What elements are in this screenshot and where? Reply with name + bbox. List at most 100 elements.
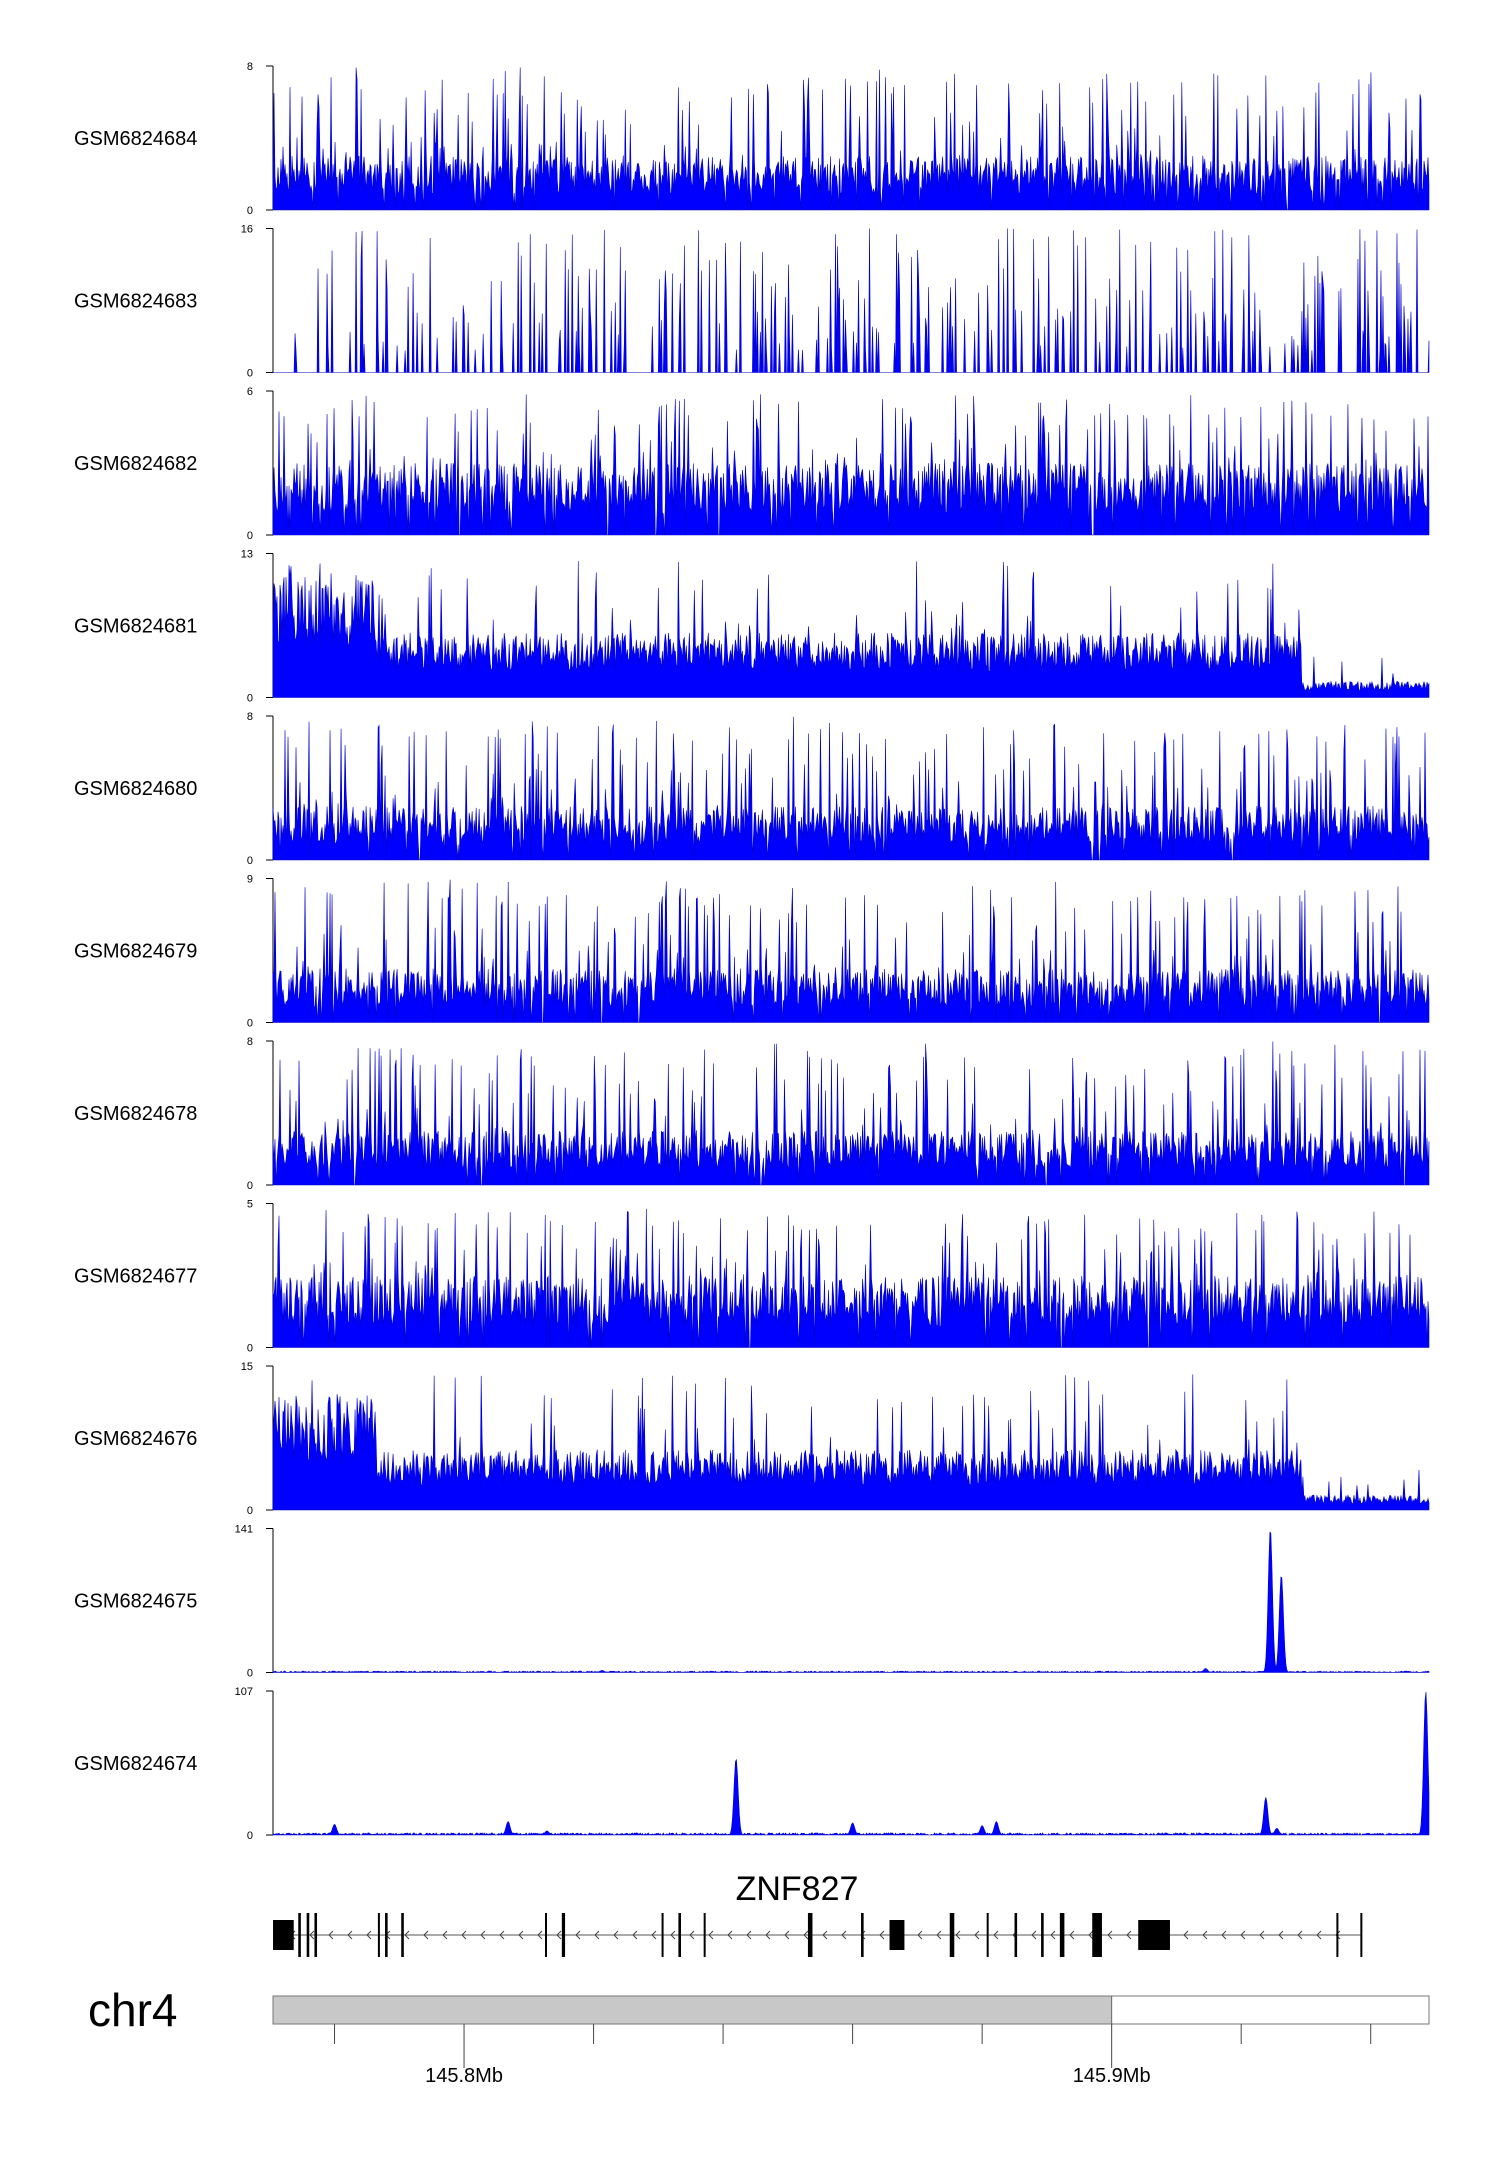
strand-arrow (632, 1930, 638, 1940)
strand-arrow (556, 1930, 562, 1940)
exon-3 (306, 1913, 310, 1957)
strand-arrow (1316, 1930, 1322, 1940)
exon-15 (889, 1920, 905, 1950)
track-GSM6824674: GSM6824674 107 0 (74, 1686, 1430, 1842)
exon-12 (703, 1913, 706, 1957)
signal-area (272, 561, 1430, 698)
exon-21 (1092, 1913, 1102, 1957)
track-GSM6824677: GSM6824677 5 0 (74, 1199, 1430, 1355)
strand-arrow (575, 1930, 581, 1940)
strand-arrow (537, 1930, 543, 1940)
strand-arrow (613, 1930, 619, 1940)
strand-arrow (1259, 1930, 1265, 1940)
track-GSM6824683: GSM6824683 16 0 (74, 224, 1430, 380)
strand-arrow (746, 1930, 752, 1940)
strand-arrow (442, 1930, 448, 1940)
y-tick-label: 0 (247, 368, 253, 380)
signal-area (273, 228, 1430, 373)
y-tick-label: 0 (247, 205, 253, 217)
y-tick-label: 107 (235, 1686, 253, 1698)
strand-arrow (689, 1930, 695, 1940)
x-tick-label: 145.8Mb (425, 2065, 503, 2087)
strand-arrow (366, 1930, 372, 1940)
strand-arrow (784, 1930, 790, 1940)
track-GSM6824678: GSM6824678 8 0 (74, 1036, 1430, 1192)
exon-14 (861, 1913, 864, 1957)
exon-7 (401, 1913, 404, 1957)
strand-arrow (727, 1930, 733, 1940)
exon-22 (1138, 1920, 1170, 1950)
track-label: GSM6824679 (74, 941, 197, 963)
track-label: GSM6824680 (74, 778, 197, 800)
strand-arrow (480, 1930, 486, 1940)
strand-arrow (1126, 1930, 1132, 1940)
y-tick-label: 0 (247, 855, 253, 867)
signal-area (272, 1531, 1430, 1673)
strand-arrow (1031, 1930, 1037, 1940)
strand-arrow (955, 1930, 961, 1940)
signal-area (272, 879, 1430, 1023)
exon-19 (1041, 1913, 1044, 1957)
strand-arrow (1088, 1930, 1094, 1940)
exon-11 (678, 1913, 681, 1957)
strand-arrow (1278, 1930, 1284, 1940)
strand-arrow (347, 1930, 353, 1940)
strand-arrow (670, 1930, 676, 1940)
track-GSM6824679: GSM6824679 9 0 (74, 874, 1430, 1030)
strand-arrow (461, 1930, 467, 1940)
strand-arrow (423, 1930, 429, 1940)
ideogram-highlight (273, 1996, 1112, 2024)
strand-arrow (1069, 1930, 1075, 1940)
strand-arrow (860, 1930, 866, 1940)
strand-arrow (822, 1930, 828, 1940)
strand-arrow (1297, 1930, 1303, 1940)
strand-arrow (765, 1930, 771, 1940)
exon-16 (949, 1913, 955, 1957)
track-label: GSM6824676 (74, 1428, 197, 1450)
y-tick-label: 16 (241, 224, 253, 236)
y-tick-label: 0 (247, 1668, 253, 1680)
track-GSM6824684: GSM6824684 8 0 (74, 61, 1430, 217)
y-tick-label: 5 (247, 1199, 253, 1211)
y-tick-label: 0 (247, 530, 253, 542)
signal-area (272, 716, 1430, 861)
exon-5 (377, 1913, 380, 1957)
exon-24 (1360, 1913, 1363, 1957)
exon-8 (545, 1913, 547, 1957)
genomic-position-axis: 145.8Mb 145.9Mb (334, 2024, 1372, 2087)
track-GSM6824680: GSM6824680 8 0 (74, 711, 1430, 867)
strand-arrow (974, 1930, 980, 1940)
y-tick-label: 15 (241, 1361, 253, 1373)
exon-1 (273, 1920, 294, 1950)
strand-arrow (1221, 1930, 1227, 1940)
y-tick-label: 8 (247, 711, 253, 723)
strand-arrow (1183, 1930, 1189, 1940)
strand-arrow (708, 1930, 714, 1940)
strand-arrow (803, 1930, 809, 1940)
gene-name-label: ZNF827 (736, 1870, 859, 1908)
strand-arrow (518, 1930, 524, 1940)
signal-area (272, 1374, 1430, 1511)
exon-2 (298, 1913, 301, 1957)
exon-9 (561, 1913, 566, 1957)
signal-tracks: GSM682468480GSM6824683160GSM682468260GSM… (74, 61, 1430, 1842)
y-tick-label: 141 (235, 1524, 253, 1536)
y-tick-label: 0 (247, 1343, 253, 1355)
track-GSM6824676: GSM6824676 15 0 (74, 1361, 1430, 1517)
y-tick-label: 9 (247, 874, 253, 886)
strand-arrow (1202, 1930, 1208, 1940)
track-label: GSM6824681 (74, 616, 197, 638)
chromosome-label: chr4 (88, 1984, 177, 2036)
y-tick-label: 8 (247, 1036, 253, 1048)
strand-arrow (651, 1930, 657, 1940)
strand-arrow (841, 1930, 847, 1940)
track-label: GSM6824674 (74, 1753, 197, 1775)
exon-17 (986, 1913, 989, 1957)
y-tick-label: 6 (247, 386, 253, 398)
y-tick-label: 0 (247, 1830, 253, 1842)
gene-annotation: ZNF827 (273, 1870, 1363, 1957)
y-tick-label: 0 (247, 1180, 253, 1192)
signal-area (272, 1208, 1430, 1348)
exon-13 (807, 1913, 813, 1957)
